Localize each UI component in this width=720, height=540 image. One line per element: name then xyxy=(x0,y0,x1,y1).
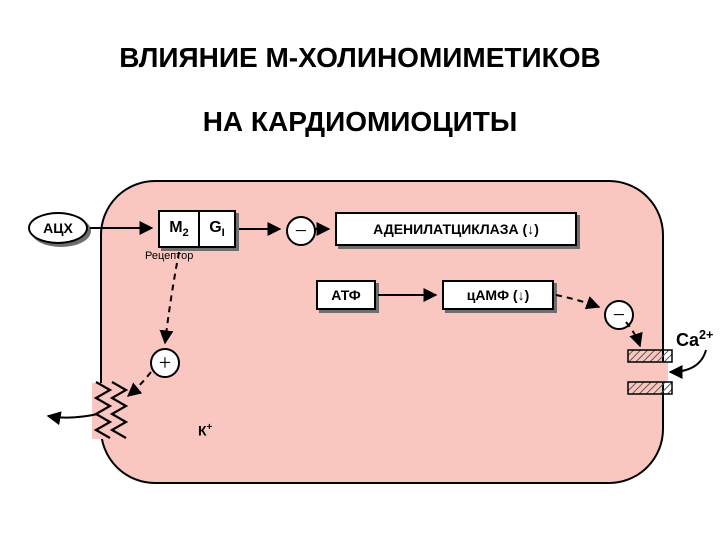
slide-title: ВЛИЯНИЕ М-ХОЛИНОМИМЕТИКОВ НА КАРДИОМИОЦИ… xyxy=(0,10,720,138)
gi-label: GI xyxy=(209,219,225,239)
title-line-2: НА КАРДИОМИОЦИТЫ xyxy=(203,106,518,137)
camp-node: цАМФ (↓) xyxy=(442,280,554,310)
ac-label: АДЕНИЛАТЦИКЛАЗА (↓) xyxy=(373,221,539,237)
plus-sign: + xyxy=(159,352,171,374)
arrow-ca-in xyxy=(670,350,706,372)
receptor-label: Рецептор xyxy=(145,250,193,262)
acx-node: АЦХ xyxy=(28,212,88,244)
k-label: К+ xyxy=(198,422,212,439)
m2-node: М2 xyxy=(158,210,200,248)
minus-icon-1: − xyxy=(286,216,316,246)
atp-node: АТФ xyxy=(316,280,376,310)
m2-label: М2 xyxy=(169,219,189,239)
adenylate-cyclase-node: АДЕНИЛАТЦИКЛАЗА (↓) xyxy=(335,212,577,246)
camp-label: цАМФ (↓) xyxy=(467,287,530,303)
acx-label: АЦХ xyxy=(43,220,73,236)
title-line-1: ВЛИЯНИЕ М-ХОЛИНОМИМЕТИКОВ xyxy=(119,42,600,73)
membrane-gap-right xyxy=(652,362,668,382)
minus-sign-2: − xyxy=(613,304,625,326)
ca-label: Ca2+ xyxy=(676,328,713,351)
minus-icon-2: − xyxy=(604,300,634,330)
plus-icon: + xyxy=(150,348,180,378)
membrane-gap-left xyxy=(92,383,108,439)
arrow-k-out xyxy=(48,414,98,418)
gi-node: GI xyxy=(200,210,236,248)
minus-sign-1: − xyxy=(295,220,307,242)
stage: { "title": { "line1": "ВЛИЯНИЕ М-ХОЛИНОМ… xyxy=(0,0,720,540)
atp-label: АТФ xyxy=(331,287,360,303)
